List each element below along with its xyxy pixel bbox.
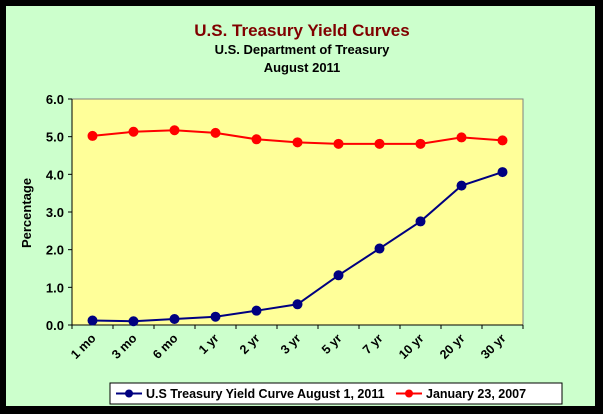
x-tick-label: 10 yr [396, 331, 427, 362]
x-tick-label: 3 yr [278, 331, 304, 357]
y-tick-label: 6.0 [46, 92, 64, 107]
data-point-1 [497, 135, 508, 146]
legend-item-2011: U.S Treasury Yield Curve August 1, 2011 [116, 387, 385, 401]
data-point-0 [497, 167, 508, 178]
data-point-1 [87, 130, 98, 141]
legend-label-2011: U.S Treasury Yield Curve August 1, 2011 [146, 387, 385, 401]
data-point-0 [456, 180, 467, 191]
x-tick-label: 5 yr [319, 331, 345, 357]
data-point-0 [169, 313, 180, 324]
line-chart: U.S. Treasury Yield Curves U.S. Departme… [19, 21, 563, 405]
data-point-1 [292, 137, 303, 148]
x-tick-label: 1 yr [196, 331, 222, 357]
y-tick-label: 2.0 [46, 243, 64, 258]
y-tick-label: 1.0 [46, 280, 64, 295]
y-tick-label: 4.0 [46, 167, 64, 182]
data-point-0 [87, 315, 98, 326]
plot-area: 0.0 1.0 2.0 3.0 4.0 5.0 6.0 1 mo 3 mo 6 mo 1 yr 2 y… [46, 92, 524, 362]
data-point-0 [374, 243, 385, 254]
legend-marker-2011 [125, 389, 133, 398]
chart-title: U.S. Treasury Yield Curves [194, 21, 409, 40]
chart-frame: U.S. Treasury Yield Curves U.S. Departme… [5, 5, 596, 407]
legend: U.S Treasury Yield Curve August 1, 2011 … [109, 382, 563, 405]
data-point-0 [251, 305, 262, 316]
y-tick-label: 0.0 [46, 318, 64, 333]
plot-background [71, 98, 524, 326]
data-point-1 [374, 138, 385, 149]
x-tick-label: 30 yr [478, 331, 509, 362]
legend-marker-2007 [405, 389, 413, 398]
legend-item-2007: January 23, 2007 [396, 387, 526, 401]
data-point-1 [128, 126, 139, 137]
data-point-1 [333, 138, 344, 149]
data-point-0 [415, 216, 426, 227]
chart-subtitle-date: August 2011 [264, 60, 341, 75]
y-tick-label: 5.0 [46, 130, 64, 145]
y-axis-label: Percentage [19, 178, 34, 248]
legend-box [109, 382, 563, 405]
x-tick-label: 2 yr [237, 331, 263, 357]
data-point-1 [210, 127, 221, 138]
x-tick-label: 3 mo [109, 331, 140, 362]
x-tick-label: 20 yr [437, 331, 468, 362]
data-point-0 [292, 299, 303, 310]
data-point-1 [456, 132, 467, 143]
data-point-1 [415, 138, 426, 149]
data-point-0 [210, 311, 221, 322]
data-point-1 [251, 134, 262, 145]
data-point-1 [169, 125, 180, 136]
x-tick-label: 7 yr [360, 331, 386, 357]
chart-subtitle-department: U.S. Department of Treasury [215, 42, 391, 57]
y-tick-label: 3.0 [46, 205, 64, 220]
data-point-0 [333, 270, 344, 281]
data-point-0 [128, 316, 139, 327]
x-tick-label: 1 mo [68, 331, 99, 362]
x-tick-label: 6 mo [150, 331, 181, 362]
legend-label-2007: January 23, 2007 [426, 387, 526, 401]
